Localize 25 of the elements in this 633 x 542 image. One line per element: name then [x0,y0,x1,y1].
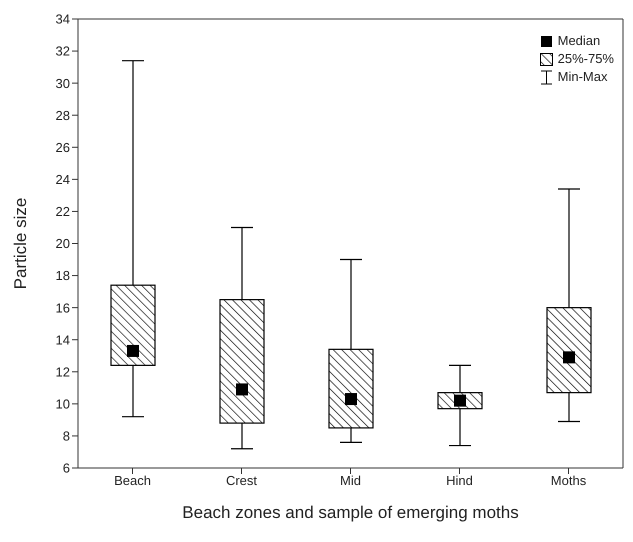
y-tick-label: 30 [56,76,70,91]
y-tick-label: 28 [56,108,70,123]
annotation: Min-Max [558,68,608,86]
y-tick-label: 32 [56,44,70,59]
y-tick-label: 18 [56,268,70,284]
y-tick-label: 14 [56,332,70,348]
x-tick-label: Moths [550,473,587,488]
x-tick-label: Crest [226,473,258,488]
y-tick-label: 26 [56,140,70,155]
y-tick-label: 20 [56,236,70,252]
x-tick-label: Beach [114,473,151,488]
y-axis-title: Particle size [11,198,30,290]
x-axis-title: Beach zones and sample of emerging moths [182,503,519,522]
x-tick-label: Hind [446,473,473,488]
annotation: Median [558,32,600,50]
x-tick-label: Mid [340,473,361,488]
y-tick-label: 34 [56,12,70,27]
y-tick-label: 12 [56,364,70,380]
y-tick-label: 6 [62,460,70,476]
y-tick-label: 10 [56,396,70,412]
y-tick-label: 24 [56,172,70,187]
annotation: 25%-75% [558,50,614,68]
y-tick-label: 16 [56,300,70,316]
y-tick-label: 22 [56,204,70,220]
y-tick-label: 8 [62,428,70,444]
